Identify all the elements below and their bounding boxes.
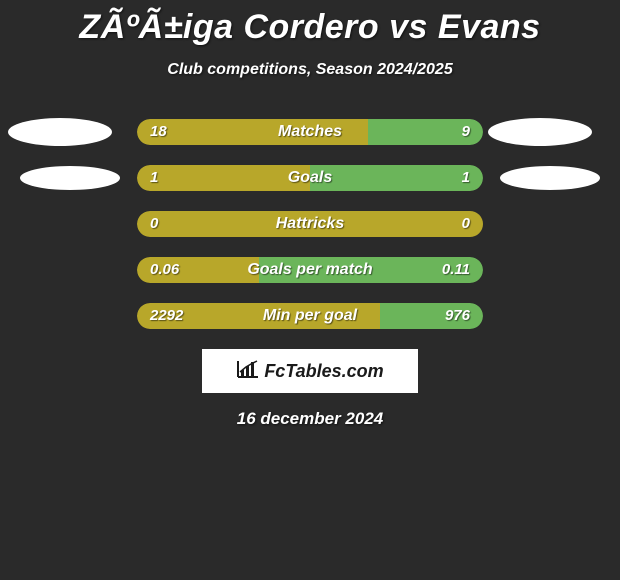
bar-chart-icon — [236, 359, 260, 384]
page-subtitle: Club competitions, Season 2024/2025 — [0, 61, 620, 79]
page-title: ZÃºÃ±iga Cordero vs Evans — [0, 0, 620, 47]
logo-text: FcTables.com — [264, 361, 383, 382]
stat-row: 2292976Min per goal — [0, 303, 620, 329]
stat-row: 189Matches — [0, 119, 620, 145]
left-ellipse — [20, 166, 120, 190]
stat-row: 00Hattricks — [0, 211, 620, 237]
stat-label: Goals — [137, 165, 483, 191]
logo-box[interactable]: FcTables.com — [202, 349, 418, 393]
stat-label: Min per goal — [137, 303, 483, 329]
stats-rows: 189Matches 11Goals 00Hattricks 0.060.11Goal… — [0, 119, 620, 329]
right-ellipse — [500, 166, 600, 190]
stat-label: Matches — [137, 119, 483, 145]
stat-label: Hattricks — [137, 211, 483, 237]
date-label: 16 december 2024 — [0, 409, 620, 429]
stat-label: Goals per match — [137, 257, 483, 283]
left-ellipse — [8, 118, 112, 146]
comparison-infographic: ZÃºÃ±iga Cordero vs Evans Club competiti… — [0, 0, 620, 580]
right-ellipse — [488, 118, 592, 146]
stat-row: 0.060.11Goals per match — [0, 257, 620, 283]
stat-row: 11Goals — [0, 165, 620, 191]
